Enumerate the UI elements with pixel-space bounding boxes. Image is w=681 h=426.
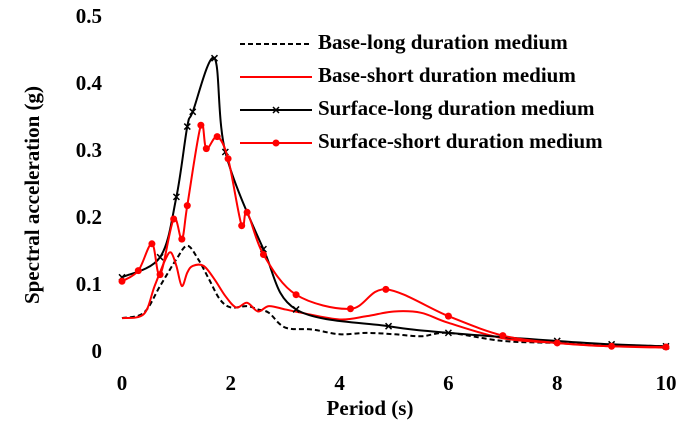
legend-label: Base-short duration medium <box>318 63 576 87</box>
series-line <box>121 244 667 348</box>
marker <box>259 251 267 259</box>
marker <box>553 339 561 347</box>
y-axis-title: Spectral acceleration (g) <box>20 86 44 304</box>
x-tick-label: 8 <box>552 371 563 395</box>
marker <box>272 139 280 147</box>
marker <box>170 215 178 223</box>
y-tick-label: 0.1 <box>76 272 102 296</box>
marker <box>183 123 191 131</box>
marker <box>382 285 390 293</box>
marker <box>210 54 219 62</box>
marker <box>224 155 232 163</box>
y-tick-label: 0.4 <box>76 71 103 95</box>
marker <box>134 267 142 275</box>
marker <box>178 235 186 243</box>
marker <box>213 133 221 141</box>
marker <box>272 106 280 114</box>
x-tick-label: 6 <box>443 371 454 395</box>
marker <box>292 305 300 313</box>
marker <box>183 202 191 210</box>
marker <box>444 312 452 320</box>
legend-label: Base-long duration medium <box>318 30 568 54</box>
marker <box>156 271 164 279</box>
y-tick-label: 0.2 <box>76 205 102 229</box>
y-tick-label: 0 <box>92 339 103 363</box>
marker <box>608 342 616 350</box>
series-line <box>121 251 667 349</box>
x-tick-label: 0 <box>117 371 128 395</box>
marker <box>202 145 210 153</box>
legend-label: Surface-short duration medium <box>318 129 603 153</box>
marker <box>148 240 156 248</box>
y-tick-label: 0.3 <box>76 138 102 162</box>
marker <box>243 208 251 216</box>
marker <box>662 343 670 351</box>
marker <box>156 253 164 261</box>
x-axis-title: Period (s) <box>327 396 414 420</box>
x-tick-label: 2 <box>226 371 237 395</box>
marker <box>444 329 452 337</box>
marker <box>238 222 246 230</box>
x-tick-label: 10 <box>656 371 677 395</box>
legend-label: Surface-long duration medium <box>318 96 595 120</box>
marker <box>118 277 126 285</box>
y-tick-label: 0.5 <box>76 4 102 28</box>
marker <box>499 332 507 340</box>
marker <box>172 193 180 201</box>
marker <box>197 121 205 129</box>
marker <box>346 305 354 313</box>
marker <box>189 108 197 116</box>
x-tick-label: 4 <box>334 371 345 395</box>
marker <box>292 291 300 299</box>
series-line <box>121 122 667 348</box>
marker <box>385 322 393 330</box>
